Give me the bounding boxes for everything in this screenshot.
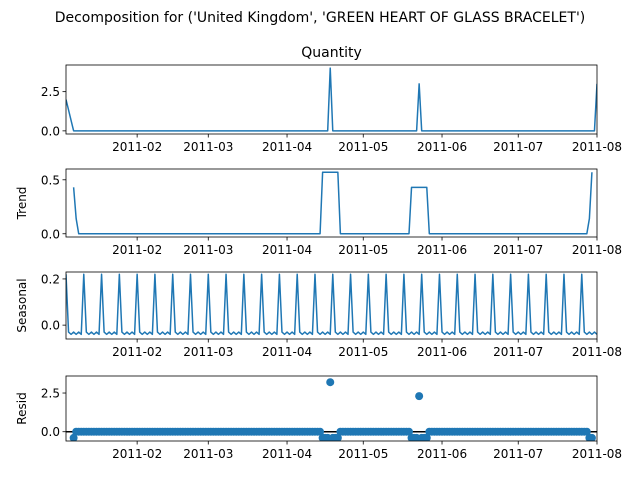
- y-tick-label: 0.0: [41, 124, 60, 138]
- resid-point: [69, 433, 78, 441]
- axes-frame: [65, 271, 598, 340]
- y-tick-label: 0.2: [41, 272, 60, 286]
- axes-frame: [65, 375, 598, 442]
- panel-1: 2011-02 2011-03 2011-04 2011-05 2011-06 2011-…: [15, 168, 622, 257]
- x-tick-label: 2011-02: [112, 243, 162, 257]
- resid-point: [326, 378, 335, 387]
- y-tick-label: 0.5: [41, 173, 60, 187]
- x-tick-label: 2011-04: [262, 243, 312, 257]
- x-tick-label: 2011-07: [493, 447, 543, 461]
- x-tick-label: 2011-07: [493, 345, 543, 359]
- x-tick-label: 2011-02: [112, 140, 162, 154]
- panel-title: Quantity: [301, 45, 362, 61]
- x-tick-label: 2011-05: [338, 345, 388, 359]
- panel-3: 2011-02 2011-03 2011-04 2011-05 2011-06 2011-…: [15, 375, 622, 461]
- y-axis-label: Trend: [15, 187, 29, 221]
- x-tick-label: 2011-03: [183, 447, 233, 461]
- x-tick-label: 2011-02: [112, 447, 162, 461]
- x-tick-label: 2011-07: [493, 140, 543, 154]
- plot-area: [66, 67, 597, 132]
- y-axis-label: Seasonal: [15, 278, 29, 332]
- resid-point: [404, 427, 413, 436]
- x-tick-label: 2011-02: [112, 345, 162, 359]
- x-tick-label: 2011-04: [262, 140, 312, 154]
- resid-point: [333, 433, 342, 441]
- x-tick-label: 2011-05: [338, 243, 388, 257]
- x-tick-label: 2011-03: [183, 243, 233, 257]
- y-tick-label: 2.5: [41, 387, 60, 401]
- series-line: [72, 171, 593, 235]
- y-tick-label: 0.0: [41, 425, 60, 439]
- resid-point: [587, 433, 596, 441]
- x-tick-label: 2011-06: [417, 140, 467, 154]
- figure-suptitle: Decomposition for ('United Kingdom', 'GR…: [55, 10, 586, 26]
- x-tick-label: 2011-06: [417, 447, 467, 461]
- panel-2: 2011-02 2011-03 2011-04 2011-05 2011-06 2011-…: [15, 271, 622, 359]
- x-tick-label: 2011-04: [262, 345, 312, 359]
- x-tick-label: 2011-08: [572, 447, 622, 461]
- plot-area: [66, 273, 597, 336]
- x-tick-label: 2011-05: [338, 447, 388, 461]
- x-tick-label: 2011-06: [417, 243, 467, 257]
- plot-area: [66, 378, 597, 441]
- x-tick-label: 2011-07: [493, 243, 543, 257]
- x-tick-label: 2011-06: [417, 345, 467, 359]
- x-tick-label: 2011-05: [338, 140, 388, 154]
- series-line: [66, 67, 597, 132]
- panel-0: 2011-02 2011-03 2011-04 2011-05 2011-06 2011-…: [41, 45, 622, 154]
- x-tick-label: 2011-08: [572, 345, 622, 359]
- axes-frame: [65, 168, 598, 238]
- resid-point: [316, 427, 325, 436]
- y-tick-label: 0.0: [41, 227, 60, 241]
- resid-point: [415, 392, 424, 401]
- axes-frame: [65, 64, 598, 135]
- y-tick-label: 0.0: [41, 319, 60, 333]
- plot-area: [72, 171, 593, 235]
- x-tick-label: 2011-08: [572, 140, 622, 154]
- x-tick-label: 2011-04: [262, 447, 312, 461]
- y-axis-label: Resid: [15, 392, 29, 424]
- x-tick-label: 2011-08: [572, 243, 622, 257]
- resid-point: [582, 427, 591, 436]
- x-tick-label: 2011-03: [183, 140, 233, 154]
- series-line: [66, 273, 597, 336]
- y-tick-label: 2.5: [41, 85, 60, 99]
- resid-point: [422, 433, 431, 441]
- x-tick-label: 2011-03: [183, 345, 233, 359]
